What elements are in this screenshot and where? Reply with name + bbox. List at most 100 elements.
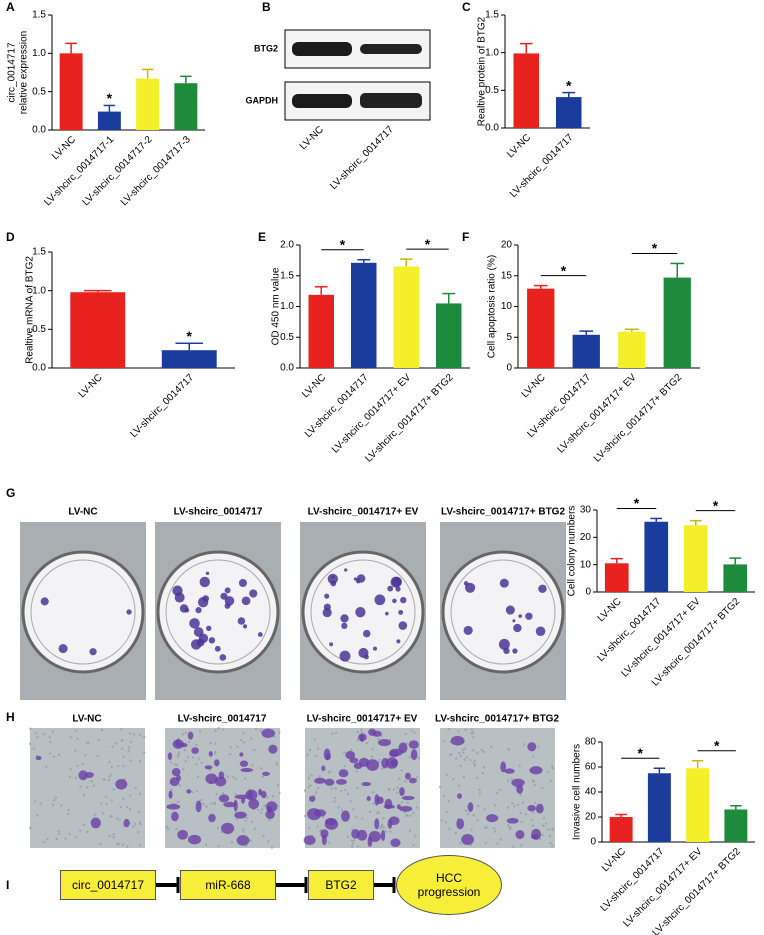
node: BTG2	[308, 870, 374, 900]
photo-caption: LV-shcirc_0014717+ BTG2	[441, 507, 565, 518]
y-axis-label: Realtive protein of BTG2	[477, 16, 488, 126]
pore	[112, 835, 115, 839]
bar	[136, 78, 160, 130]
cell	[175, 738, 180, 748]
pore	[340, 790, 343, 793]
pore	[381, 823, 384, 827]
colony	[224, 587, 231, 594]
pore	[444, 820, 448, 824]
cell	[208, 813, 216, 823]
pore	[542, 817, 546, 820]
cell	[380, 830, 386, 841]
pore	[506, 806, 510, 809]
pore	[316, 825, 319, 828]
pore	[35, 732, 38, 735]
pore	[482, 766, 486, 769]
y-tick-label: 0.5	[485, 85, 499, 96]
cell	[187, 834, 202, 845]
colony	[505, 605, 515, 615]
pore	[136, 831, 140, 834]
colony	[219, 654, 227, 661]
pore	[331, 732, 334, 736]
pore	[340, 808, 344, 812]
x-tick-label: LV-shcirc_0014717+ BTG2	[363, 372, 456, 465]
cell	[386, 757, 398, 769]
pore	[97, 738, 100, 742]
pore	[213, 752, 217, 755]
cell	[167, 752, 173, 760]
bar	[723, 564, 748, 592]
cell	[171, 811, 179, 822]
plate	[441, 550, 565, 674]
blot-band	[292, 94, 352, 108]
pore	[457, 784, 461, 787]
pore	[442, 739, 446, 743]
pore	[200, 798, 203, 802]
pore	[521, 801, 525, 804]
pore	[454, 832, 457, 835]
y-tick-label: 20	[580, 532, 592, 543]
pore	[459, 764, 462, 768]
panel-letter: G	[6, 486, 15, 500]
pore	[360, 728, 363, 731]
pore	[68, 832, 71, 836]
pore	[303, 789, 307, 792]
pore	[138, 733, 142, 736]
pore	[55, 837, 59, 841]
pore	[111, 745, 114, 748]
pore	[132, 733, 136, 736]
cell	[366, 796, 371, 802]
node-ellipse: HCC progression	[396, 855, 502, 915]
pore	[412, 811, 415, 815]
pore	[368, 810, 372, 814]
pore	[472, 749, 475, 752]
colony	[400, 596, 407, 604]
pore	[36, 736, 39, 739]
cell	[359, 734, 365, 742]
pore	[532, 755, 535, 758]
pore	[99, 842, 102, 846]
plate	[21, 550, 145, 674]
pore	[57, 753, 61, 756]
colony	[329, 642, 334, 647]
pore	[202, 802, 205, 806]
colony	[518, 614, 523, 618]
x-tick-label: LV-shcirc_0014717	[128, 372, 196, 440]
cell	[461, 833, 475, 846]
pore	[316, 786, 320, 790]
pore	[481, 771, 485, 775]
x-tick-label: LV-NC	[505, 132, 533, 160]
cell	[467, 802, 474, 812]
colony	[126, 609, 132, 615]
pore	[406, 814, 409, 817]
pore	[472, 736, 475, 739]
pore	[230, 840, 234, 844]
pore	[465, 809, 468, 812]
pore	[45, 765, 48, 768]
cell	[239, 752, 244, 757]
pore	[102, 778, 106, 781]
x-tick-label: LV-NC	[600, 846, 628, 874]
cell	[308, 795, 316, 802]
pore	[476, 776, 479, 780]
pore	[318, 774, 321, 778]
pore	[165, 825, 168, 829]
pore	[408, 756, 411, 759]
pore	[507, 748, 511, 751]
pore	[169, 761, 173, 764]
pore	[351, 842, 355, 845]
pore	[43, 840, 46, 844]
pore	[217, 726, 220, 730]
y-tick-label: 1.5	[32, 247, 46, 258]
pore	[356, 845, 360, 848]
pore	[200, 761, 203, 764]
cell	[356, 829, 368, 841]
pore	[64, 837, 67, 840]
panel-letter: C	[462, 0, 471, 14]
pore	[454, 757, 458, 760]
pore	[462, 751, 465, 754]
panel-letter: B	[262, 0, 271, 14]
x-tick-label: LV-shcirc_0014717	[599, 846, 667, 914]
pore	[109, 814, 112, 818]
pore	[271, 795, 275, 798]
